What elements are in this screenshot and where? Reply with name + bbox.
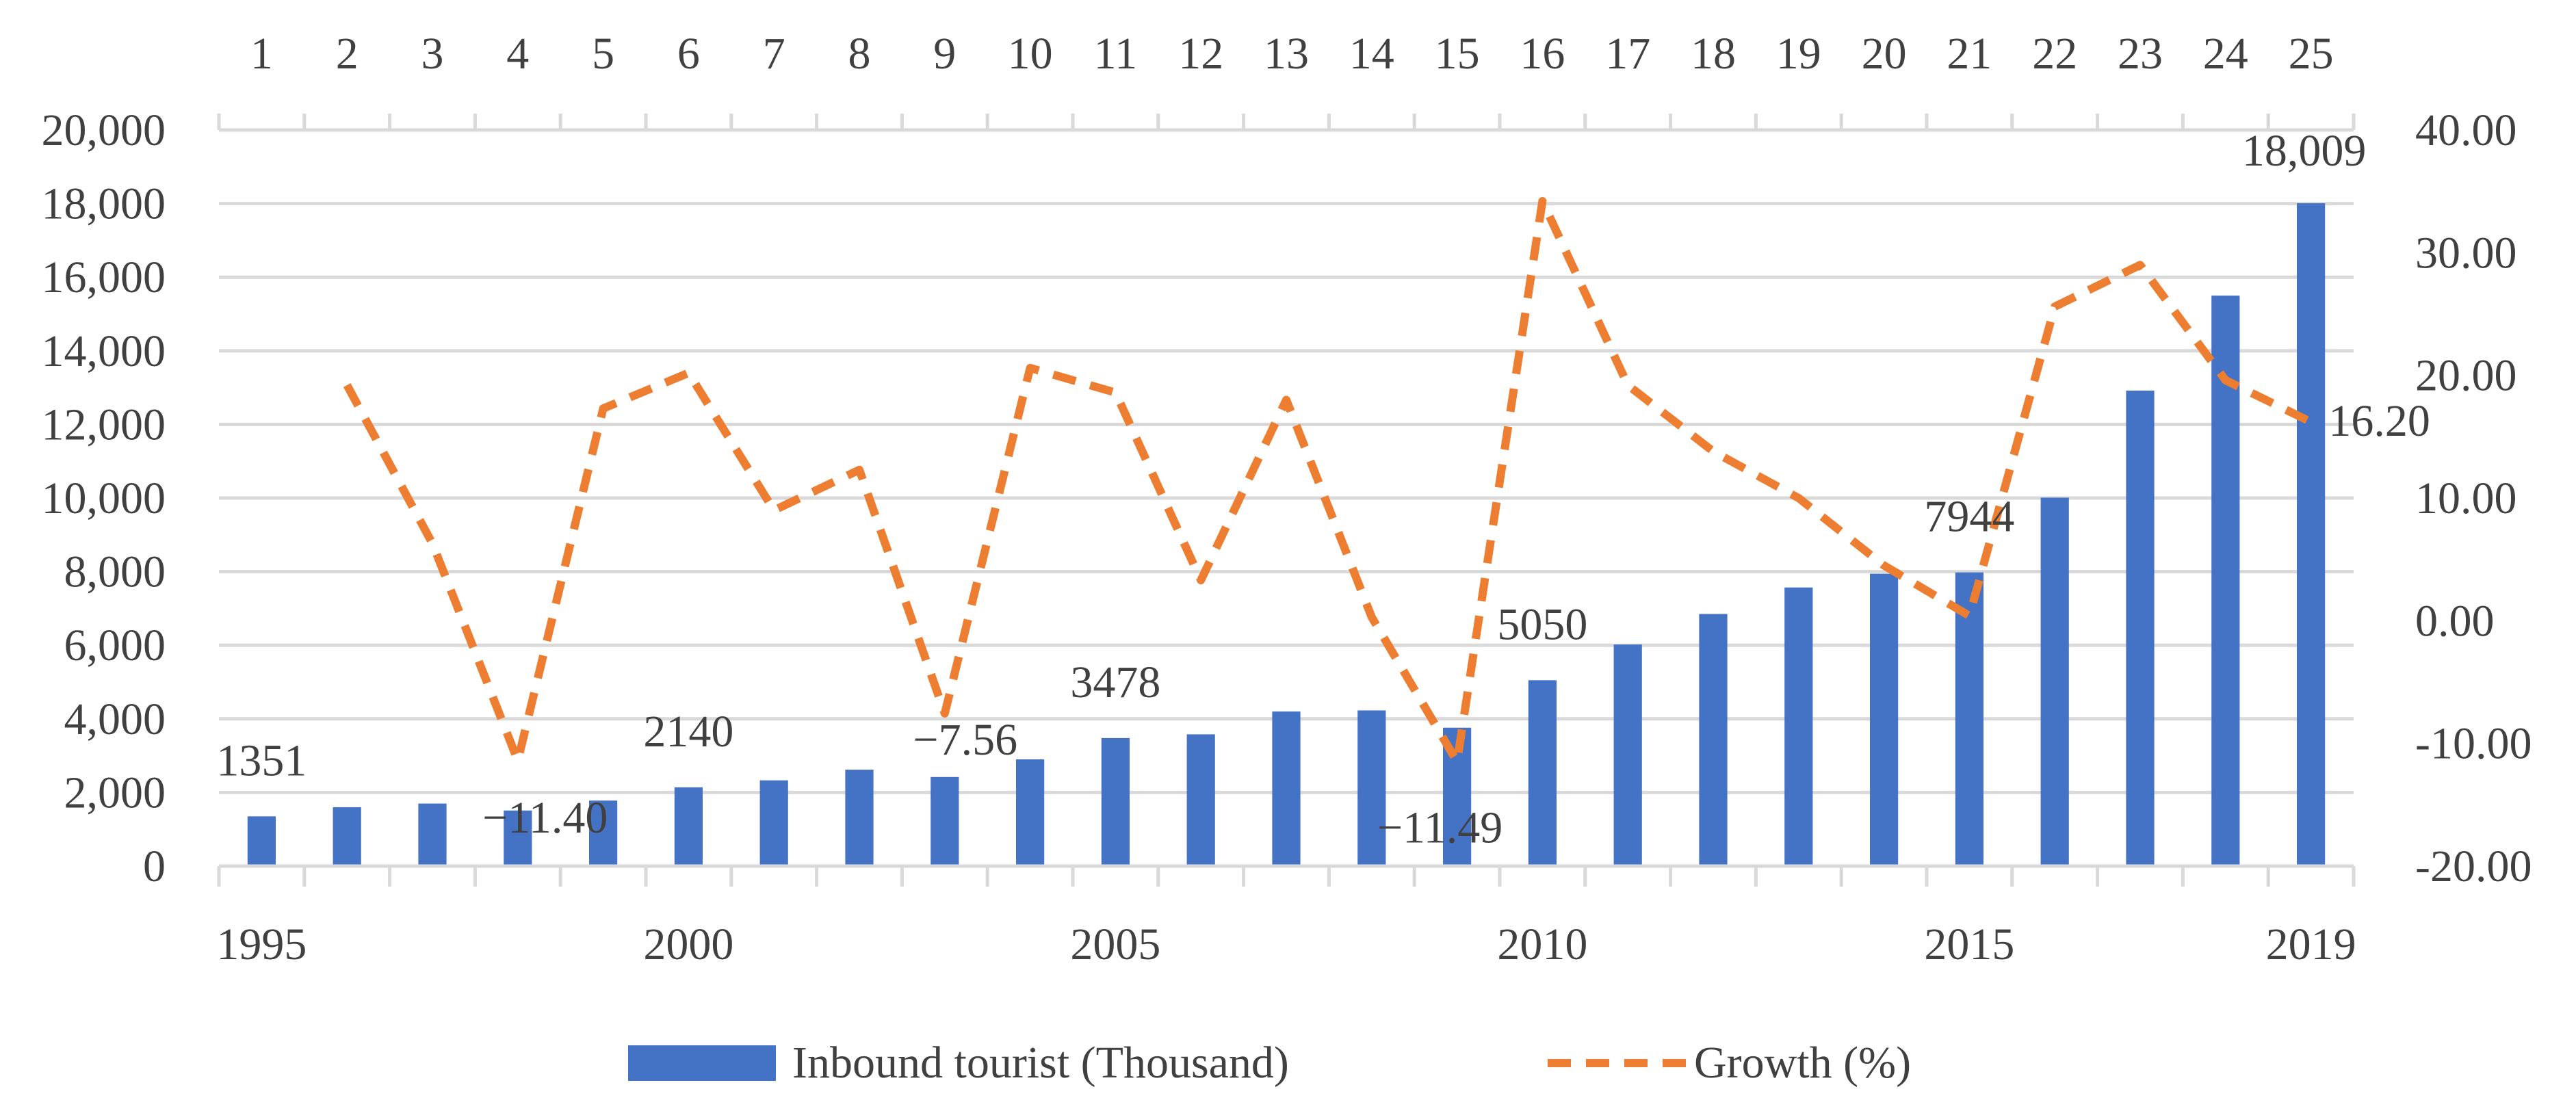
right-axis-tick-label: 30.00 bbox=[2415, 228, 2517, 278]
left-axis-tick-label: 12,000 bbox=[42, 400, 166, 449]
bar-2003 bbox=[931, 776, 959, 866]
top-index-label: 19 bbox=[1776, 29, 1821, 79]
bar-2005 bbox=[1101, 737, 1130, 866]
x-axis-tick-label: 2005 bbox=[1070, 919, 1160, 969]
data-label: 18,009 bbox=[2242, 126, 2367, 176]
legend: Inbound tourist (Thousand) Growth (%) bbox=[628, 1038, 1911, 1088]
top-index-label: 10 bbox=[1008, 29, 1053, 79]
data-label: 1351 bbox=[216, 735, 307, 785]
top-index-label: 25 bbox=[2289, 29, 2334, 79]
right-axis-tick-label: 20.00 bbox=[2415, 351, 2517, 401]
top-index-label: 11 bbox=[1094, 29, 1138, 79]
left-axis-tick-label: 16,000 bbox=[42, 252, 166, 302]
bar-2007 bbox=[1272, 711, 1301, 866]
top-index-label: 9 bbox=[933, 29, 956, 79]
left-axis-tick-label: 4,000 bbox=[64, 694, 166, 744]
growth-line-series bbox=[343, 197, 2313, 766]
legend-swatch-inbound-tourist bbox=[628, 1045, 776, 1081]
x-axis-tick-label: 1995 bbox=[216, 919, 307, 969]
top-index-label: 7 bbox=[763, 29, 785, 79]
right-axis-tick-label: 0.00 bbox=[2415, 596, 2495, 646]
bar-2019 bbox=[2297, 203, 2326, 866]
left-axis-tick-label: 14,000 bbox=[42, 326, 166, 376]
bar-1997 bbox=[418, 803, 447, 866]
left-axis-tick-label: 2,000 bbox=[64, 768, 166, 818]
bar-2002 bbox=[845, 770, 874, 866]
left-axis-tick-label: 20,000 bbox=[42, 105, 166, 155]
x-axis: 1995 2000 2005 2010 2015 2019 bbox=[216, 114, 2356, 969]
data-label: −11.40 bbox=[482, 793, 608, 843]
top-index-label: 14 bbox=[1349, 29, 1394, 79]
top-index-label: 12 bbox=[1178, 29, 1223, 79]
top-index-label: 1 bbox=[250, 29, 273, 79]
bar-series bbox=[247, 203, 2326, 867]
top-index-label: 21 bbox=[1947, 29, 1992, 79]
left-axis-tick-labels: 0 2,000 4,000 6,000 8,000 10,000 12,000 14,000 1… bbox=[42, 105, 166, 891]
gridlines bbox=[219, 128, 2354, 794]
bar-1999 bbox=[589, 800, 618, 866]
top-index-label: 3 bbox=[421, 29, 444, 79]
bar-2006 bbox=[1186, 734, 1215, 866]
top-index-label: 15 bbox=[1435, 29, 1480, 79]
legend-label-inbound-tourist: Inbound tourist (Thousand) bbox=[792, 1038, 1289, 1088]
data-label: 2140 bbox=[643, 707, 733, 757]
top-index-label: 16 bbox=[1520, 29, 1565, 79]
data-label: −7.56 bbox=[913, 715, 1017, 765]
bar-2013 bbox=[1784, 587, 1813, 866]
bar-2008 bbox=[1357, 710, 1386, 866]
bar-2016 bbox=[2040, 497, 2069, 866]
data-label: 3478 bbox=[1070, 657, 1160, 707]
bar-1996 bbox=[333, 807, 361, 866]
data-label: −11.49 bbox=[1377, 802, 1502, 852]
right-axis-tick-label: 10.00 bbox=[2415, 473, 2517, 523]
x-axis-tick-label: 2010 bbox=[1497, 919, 1587, 969]
data-label: 5050 bbox=[1497, 599, 1587, 649]
data-labels: 1351 2140 3478 5050 7944 18,009 −11.40 −7.56 −11… bbox=[216, 126, 2430, 852]
bar-1998 bbox=[504, 810, 532, 866]
top-index-label: 24 bbox=[2203, 29, 2248, 79]
bar-2015 bbox=[1955, 572, 1983, 866]
growth-line bbox=[343, 197, 2313, 766]
top-index-label: 2 bbox=[336, 29, 359, 79]
top-index-label: 22 bbox=[2032, 29, 2077, 79]
top-index-label: 20 bbox=[1862, 29, 1907, 79]
bar-2018 bbox=[2211, 296, 2240, 867]
left-axis-tick-label: 0 bbox=[143, 841, 166, 891]
bar-2011 bbox=[1613, 644, 1642, 866]
top-index-label: 23 bbox=[2118, 29, 2163, 79]
x-axis-tick-label: 2019 bbox=[2266, 919, 2356, 969]
top-index-label: 18 bbox=[1691, 29, 1736, 79]
bar-2001 bbox=[759, 780, 788, 866]
bar-2017 bbox=[2126, 390, 2155, 866]
top-index-labels: 1 2 3 4 5 6 7 8 9 10 11 12 13 14 15 16 17 18 19 20 21 22 23 24 2… bbox=[250, 29, 2334, 79]
bar-2012 bbox=[1699, 614, 1728, 866]
legend-label-growth: Growth (%) bbox=[1694, 1038, 1911, 1088]
top-index-label: 5 bbox=[592, 29, 614, 79]
right-axis-tick-labels: -20.00 -10.00 0.00 10.00 20.00 30.00 40.00 bbox=[2415, 105, 2532, 891]
right-axis-tick-label: -20.00 bbox=[2415, 841, 2532, 891]
top-index-label: 4 bbox=[506, 29, 529, 79]
bar-1995 bbox=[247, 816, 276, 866]
bar-2000 bbox=[674, 787, 703, 866]
data-label: 16.20 bbox=[2328, 396, 2430, 446]
bar-2014 bbox=[1870, 573, 1899, 866]
left-axis-tick-label: 10,000 bbox=[42, 473, 166, 523]
right-axis-tick-label: 40.00 bbox=[2415, 105, 2517, 155]
bar-2010 bbox=[1528, 680, 1557, 866]
bar-2004 bbox=[1016, 759, 1045, 866]
left-axis-tick-label: 8,000 bbox=[64, 547, 166, 597]
left-axis-tick-label: 6,000 bbox=[64, 620, 166, 670]
data-label: 7944 bbox=[1924, 492, 2014, 542]
right-axis-tick-label: -10.00 bbox=[2415, 719, 2532, 769]
top-index-label: 8 bbox=[848, 29, 871, 79]
top-index-label: 6 bbox=[677, 29, 700, 79]
x-axis-tick-label: 2015 bbox=[1924, 919, 2014, 969]
top-index-label: 13 bbox=[1264, 29, 1309, 79]
top-index-label: 17 bbox=[1605, 29, 1650, 79]
x-axis-tick-label: 2000 bbox=[643, 919, 733, 969]
left-axis-tick-label: 18,000 bbox=[42, 179, 166, 229]
